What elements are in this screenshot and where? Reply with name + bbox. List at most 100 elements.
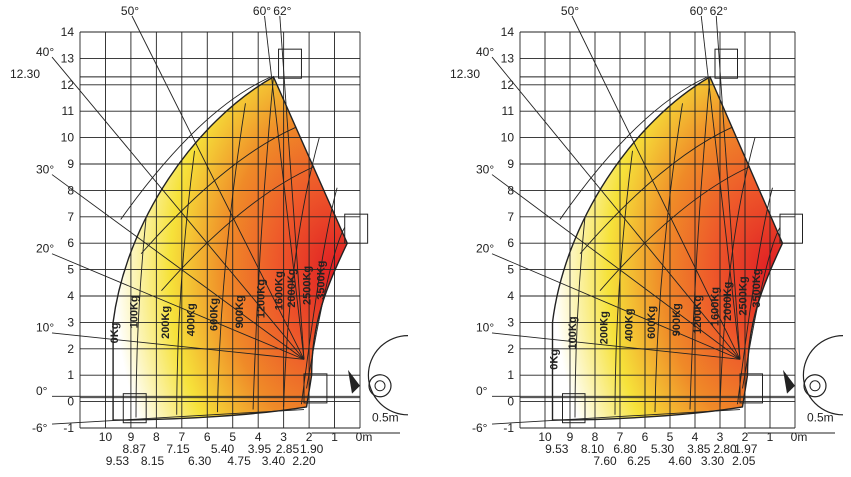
capacity-label: 200Kg [599,311,611,344]
y-tick-label: 5 [507,263,514,277]
max-height-label: 12.30 [10,67,40,81]
reach-value: 7.15 [166,442,190,456]
x-tick-label: 10 [99,430,113,444]
boom-angle-line-62 [715,15,741,360]
y-tick-label: 10 [61,131,75,145]
y-tick-label: 8 [507,183,514,197]
y-tick-label: 4 [507,289,514,303]
x-tick-label: 8 [592,430,599,444]
x-tick-label: 3 [280,430,287,444]
y-tick-label: 13 [61,51,75,65]
carriage-box [344,213,369,244]
reach-value: 8.15 [141,454,165,468]
y-tick-label: 11 [62,104,75,118]
reach-value: 2.05 [732,454,756,468]
outrigger-label: 0.5m [372,410,399,424]
boom-angle-line-minus6 [51,409,305,425]
angle-label-30: 30° [476,162,494,176]
y-tick-label: 3 [67,315,74,329]
boom-angle-line-50 [131,15,305,360]
capacity-arc [559,76,708,220]
y-tick-label: -1 [503,421,514,435]
reach-value: 1.97 [734,442,758,456]
capacity-curve [742,227,781,389]
boom-angle-line-10 [51,332,305,360]
carriage-box [122,393,147,424]
carriage-box [278,48,302,79]
capacity-label: 2000Kg [722,282,734,321]
x-tick-label: 0m [791,430,808,444]
capacity-label: 3500Kg [751,269,763,308]
y-tick-label: 12 [501,78,515,92]
capacity-curve [719,137,756,407]
capacity-label: 100Kg [567,316,579,349]
x-tick-label: 6 [642,430,649,444]
y-tick-label: 9 [67,157,74,171]
y-tick-label: 11 [502,104,515,118]
reach-value: 1.90 [300,442,324,456]
capacity-curve [176,150,195,415]
reach-value: 3.85 [687,442,711,456]
x-tick-label: 4 [255,430,262,444]
angle-label-10: 10° [476,321,494,335]
x-tick-label: 5 [667,430,674,444]
reach-value: 8.10 [581,442,605,456]
y-tick-label: 9 [507,157,514,171]
x-tick-label: 1 [767,430,774,444]
y-tick-label: 7 [67,210,74,224]
y-tick-label: 8 [67,183,74,197]
x-tick-label: 7 [617,430,624,444]
capacity-label: 1600Kg [710,287,722,326]
angle-label-50: 50° [121,4,139,18]
wheel-hub [809,380,821,392]
y-tick-label: 14 [61,25,75,39]
wheel-icon [368,374,392,398]
y-tick-label: 0 [67,395,74,409]
x-tick-label: 1 [331,430,338,444]
wheel-icon [803,374,827,398]
working-envelope [113,76,348,421]
boom-angle-line-40 [51,56,305,360]
capacity-curve [737,187,773,405]
capacity-label: 1200Kg [692,295,704,334]
y-tick-label: 3 [507,315,514,329]
x-tick-label: 7 [178,430,185,444]
wheel-arch [802,335,844,416]
y-tick-label: 13 [501,51,515,65]
boom-angle-line-40 [491,56,741,360]
y-tick-label: 6 [67,236,74,250]
y-tick-label: 1 [507,368,514,382]
reach-value: 3.30 [701,454,725,468]
reach-value: 2.85 [276,442,300,456]
reach-value: 8.87 [123,442,147,456]
angle-label-minus6: -6° [472,421,488,435]
reach-value: 7.60 [593,454,617,468]
y-tick-label: 12 [61,78,75,92]
capacity-label: 200Kg [160,306,172,339]
reach-value: 5.30 [651,442,675,456]
reach-value: 2.20 [292,454,316,468]
reach-value: 4.75 [227,454,251,468]
angle-label-62: 62° [273,4,291,18]
x-tick-label: 10 [538,430,552,444]
angle-label-20: 20° [36,241,54,255]
x-tick-label: 4 [692,430,699,444]
y-tick-label: 14 [501,25,515,39]
capacity-label: 1600Kg [273,271,285,310]
capacity-label: 100Kg [128,295,140,328]
angle-label-0: 0° [476,384,488,398]
x-tick-label: 3 [717,430,724,444]
capacity-label: 600Kg [208,298,220,331]
wheel-hub [374,380,386,392]
reach-value: 3.40 [262,454,286,468]
angle-label-60: 60° [690,4,708,18]
y-tick-label: 1 [67,368,74,382]
reach-value: 4.60 [668,454,692,468]
boom-angle-line-60 [700,15,741,360]
x-tick-label: 2 [306,430,313,444]
boom-head-icon [348,369,360,394]
capacity-curve [283,137,320,407]
y-tick-label: 2 [67,342,74,356]
